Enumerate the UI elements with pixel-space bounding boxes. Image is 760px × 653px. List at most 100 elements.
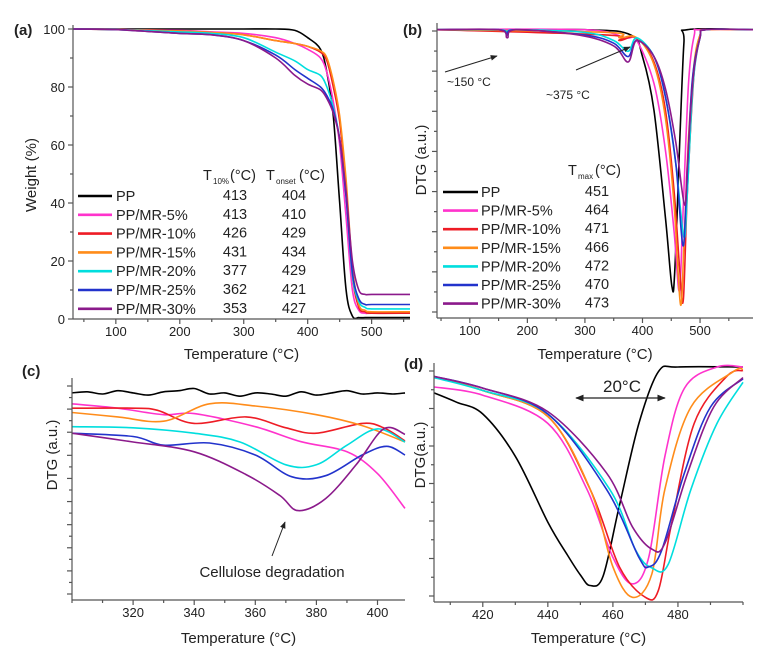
- x-tick-label: 480: [667, 607, 689, 622]
- series-line-pp-mr-25-: [71, 432, 406, 480]
- panel-b-dtg: 100 200 300 400 500 Temperature (°C) DTG (a.u.…: [403, 22, 754, 363]
- legend-label: PP/MR-5%: [481, 204, 553, 220]
- legend-row: PP/MR-5% 413 410: [78, 207, 306, 224]
- series-line-pp-mr-30-: [436, 28, 754, 206]
- header-unit: (°C): [595, 163, 621, 179]
- legend-row: PP/MR-30% 353 427: [78, 301, 306, 318]
- legend-value-tmax: 451: [585, 184, 609, 200]
- legend-row: PP/MR-20% 377 429: [78, 263, 306, 280]
- series-line-pp-mr-30-: [72, 28, 410, 296]
- legend-label: PP/MR-15%: [116, 245, 196, 261]
- y-axis-title: DTG (a.u.): [44, 420, 61, 491]
- x-tick-label: 500: [361, 324, 383, 339]
- x-axis-title: Temperature (°C): [181, 630, 296, 647]
- legend-label: PP/MR-30%: [481, 297, 561, 313]
- legend-value-tonset: 427: [282, 301, 306, 317]
- legend-row: PP/MR-15% 466: [443, 240, 609, 257]
- legend-value-tmax: 464: [585, 203, 609, 219]
- y-axis-title: DTG (a.u.): [413, 125, 430, 196]
- panel-a-tga: 100 200 300 400 500 0 20 40 60 80 100 Temperature (…: [14, 22, 411, 363]
- legend-row: PP/MR-15% 431 434: [78, 244, 306, 261]
- annotation-375c: ~375 °C: [546, 88, 590, 102]
- legend-value-t10: 413: [223, 207, 247, 223]
- legend-row: PP/MR-30% 473: [443, 296, 609, 313]
- legend-label: PP/MR-15%: [481, 241, 561, 257]
- legend-value-tonset: 410: [282, 207, 306, 223]
- annotation-arrow-cellulose: [271, 521, 286, 557]
- x-tick-label: 200: [169, 324, 191, 339]
- legend-value-tonset: 429: [282, 263, 306, 279]
- legend-label: PP: [481, 185, 500, 201]
- legend-label: PP/MR-30%: [116, 302, 196, 318]
- legend-value-tmax: 472: [585, 258, 609, 274]
- annotation-arrow-375: [575, 46, 631, 71]
- panel-label: (c): [22, 363, 40, 380]
- header-symbol: T: [568, 163, 577, 179]
- legend-row: PP/MR-10% 426 429: [78, 226, 306, 243]
- y-tick-label: 40: [51, 196, 65, 211]
- x-tick-label: 200: [517, 323, 539, 338]
- series-line-pp-mr-20-: [71, 425, 406, 469]
- y-tick-label: 0: [58, 312, 65, 327]
- y-axis-title: Weight (%): [23, 138, 40, 212]
- x-tick-label: 340: [183, 605, 205, 620]
- legend-value-tonset: 434: [282, 244, 306, 260]
- legend-value-tmax: 473: [585, 296, 609, 312]
- annotation-150c: ~150 °C: [447, 75, 491, 89]
- legend-value-t10: 431: [223, 244, 247, 260]
- legend-label: PP/MR-5%: [116, 208, 188, 224]
- legend-value-tonset: 404: [282, 188, 306, 204]
- series-line-pp-mr-15-: [71, 402, 406, 443]
- x-tick-label: 360: [244, 605, 266, 620]
- x-tick-label: 440: [537, 607, 559, 622]
- header-unit: (°C): [299, 168, 325, 184]
- series-line-pp: [436, 27, 754, 293]
- x-tick-label: 380: [306, 605, 328, 620]
- header-subscript: max: [578, 172, 593, 181]
- legend-header-t10: T 10% (°C): [203, 168, 256, 186]
- legend-label: PP/MR-25%: [481, 278, 561, 294]
- panel-c-dtg-zoom-cellulose: 320 340 360 380 400 Temperature (°C) DTG (a.u.…: [22, 363, 406, 647]
- y-tick-label: 20: [51, 254, 65, 269]
- series-line-pp-mr-30-: [71, 426, 406, 512]
- header-subscript: 10%: [213, 177, 229, 186]
- legend-value-t10: 353: [223, 301, 247, 317]
- series-line-pp: [433, 365, 744, 587]
- x-axis-title: Temperature (°C): [537, 346, 652, 363]
- series-line-pp-mr-20-: [433, 376, 744, 573]
- x-tick-label: 400: [367, 605, 389, 620]
- x-tick-label: 400: [632, 323, 654, 338]
- y-tick-label: 80: [51, 80, 65, 95]
- x-tick-label: 300: [233, 324, 255, 339]
- legend-label: PP/MR-10%: [481, 222, 561, 238]
- legend-label: PP/MR-25%: [116, 283, 196, 299]
- legend-value-tmax: 466: [585, 240, 609, 256]
- legend-row: PP/MR-20% 472: [443, 258, 609, 275]
- x-axis-title: Temperature (°C): [531, 630, 646, 647]
- header-unit: (°C): [230, 168, 256, 184]
- series-line-pp-mr-5-: [71, 403, 406, 509]
- y-tick-label: 100: [43, 22, 65, 37]
- legend-label: PP: [116, 189, 135, 205]
- panel-label: (b): [403, 22, 422, 39]
- x-tick-label: 300: [574, 323, 596, 338]
- x-tick-label: 400: [297, 324, 319, 339]
- annotation-20c: 20°C: [603, 377, 641, 396]
- series-line-pp: [71, 387, 406, 398]
- header-symbol: T: [266, 168, 275, 184]
- y-axis-title: DTG(a.u.): [412, 422, 429, 489]
- legend-row: PP 413 404: [78, 188, 306, 205]
- x-tick-label: 500: [689, 323, 711, 338]
- series-line-pp-mr-30-: [433, 375, 744, 553]
- legend-value-tmax: 470: [585, 277, 609, 293]
- legend-label: PP/MR-20%: [116, 264, 196, 280]
- x-axis-title: Temperature (°C): [184, 346, 299, 363]
- x-tick-label: 100: [459, 323, 481, 338]
- series-line-pp-mr-5-: [433, 364, 744, 585]
- header-subscript: onset: [276, 177, 296, 186]
- series-line-pp-mr-15-: [72, 28, 411, 313]
- legend-row: PP/MR-25% 362 421: [78, 282, 306, 299]
- legend-row: PP/MR-5% 464: [443, 203, 609, 220]
